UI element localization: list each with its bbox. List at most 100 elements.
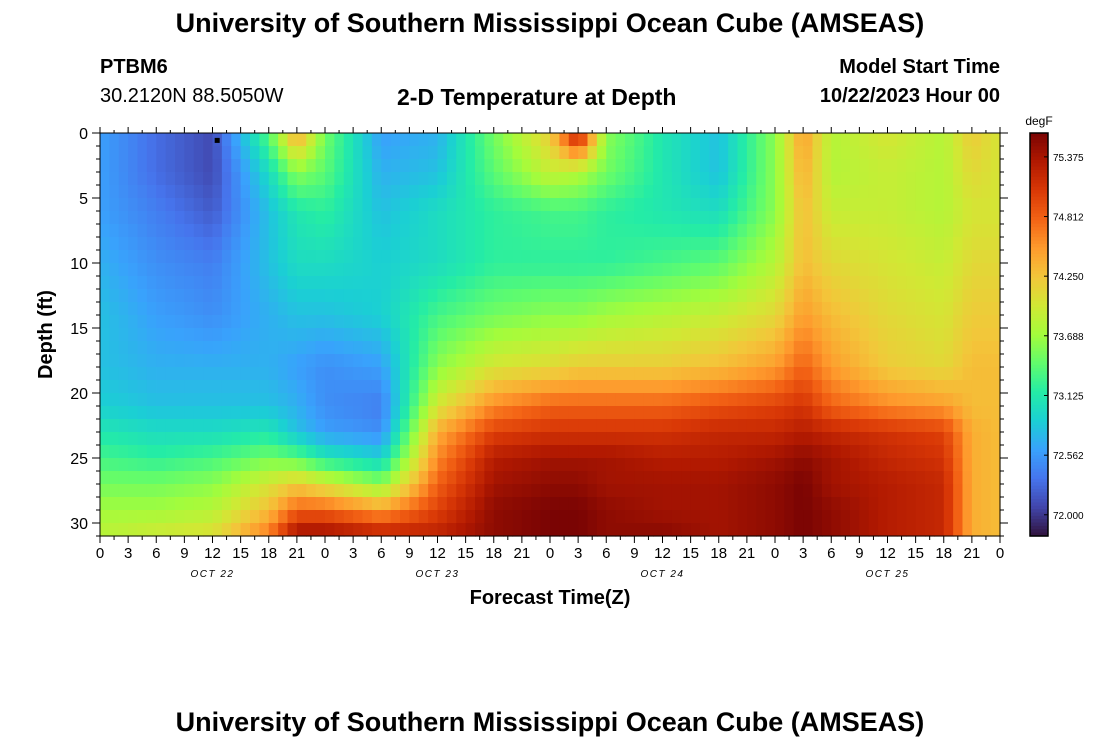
heatmap-cell (812, 497, 823, 511)
heatmap-cell (531, 367, 542, 381)
heatmap-cell (362, 302, 373, 316)
heatmap-cell (793, 172, 804, 186)
heatmap-cell (362, 445, 373, 459)
heatmap-cell (390, 146, 401, 160)
colorbar-segment (1030, 139, 1048, 144)
heatmap-cell (493, 146, 504, 160)
heatmap-cell (146, 367, 157, 381)
heatmap-cell (371, 133, 382, 147)
heatmap-cell (756, 458, 767, 472)
colorbar-segment (1030, 418, 1048, 423)
heatmap-cell (418, 419, 429, 433)
heatmap-cell (681, 289, 692, 303)
heatmap-cell (456, 276, 467, 290)
heatmap-cell (587, 419, 598, 433)
heatmap-cell (128, 497, 139, 511)
heatmap-cell (315, 393, 326, 407)
heatmap-cell (287, 523, 298, 537)
heatmap-cell (296, 471, 307, 485)
heatmap-cell (728, 510, 739, 524)
heatmap-cell (531, 341, 542, 355)
heatmap-cell (550, 159, 560, 173)
heatmap-cell (184, 510, 195, 524)
heatmap-cell (175, 315, 185, 329)
heatmap-cell (203, 276, 214, 290)
heatmap-cell (962, 484, 973, 498)
heatmap-cell (653, 198, 664, 212)
heatmap-cell (456, 263, 467, 277)
heatmap-cell (212, 419, 223, 433)
heatmap-cell (250, 198, 260, 212)
heatmap-cell (400, 159, 410, 173)
heatmap-cell (850, 263, 860, 277)
heatmap-cell (381, 146, 392, 160)
heatmap-cell (887, 133, 898, 147)
heatmap-cell (456, 458, 467, 472)
heatmap-cell (962, 367, 973, 381)
heatmap-cell (306, 471, 317, 485)
heatmap-cell (896, 159, 907, 173)
heatmap-cell (896, 328, 907, 342)
heatmap-cell (100, 341, 110, 355)
x-tick-label: 21 (289, 545, 306, 562)
heatmap-cell (156, 237, 167, 251)
heatmap-cell (428, 523, 439, 537)
heatmap-cell (615, 289, 626, 303)
heatmap-cell (475, 393, 485, 407)
colorbar-segment (1030, 394, 1048, 399)
heatmap-cell (100, 523, 110, 537)
heatmap-cell (690, 523, 701, 537)
heatmap-cell (531, 172, 542, 186)
x-tick-label: 12 (654, 545, 671, 562)
heatmap-cell (521, 198, 532, 212)
heatmap-cell (953, 354, 964, 368)
x-tick-label: 0 (771, 545, 779, 562)
heatmap-cell (559, 458, 570, 472)
heatmap-cell (568, 133, 579, 147)
heatmap-cell (746, 172, 757, 186)
heatmap-cell (793, 445, 804, 459)
heatmap-cell (418, 198, 429, 212)
heatmap-cell (137, 484, 148, 498)
heatmap-cell (606, 497, 617, 511)
x-tick-label: 18 (935, 545, 952, 562)
heatmap-cell (540, 367, 551, 381)
heatmap-cell (268, 328, 279, 342)
heatmap-cell (315, 289, 326, 303)
heatmap-cell (409, 341, 420, 355)
heatmap-cell (456, 159, 467, 173)
x-tick-label: 0 (546, 545, 554, 562)
heatmap-cell (615, 172, 626, 186)
colorbar-segment (1030, 482, 1048, 487)
x-tick-label: 0 (996, 545, 1004, 562)
heatmap-cell (493, 185, 504, 199)
heatmap-cell (128, 211, 139, 225)
heatmap-cell (381, 328, 392, 342)
heatmap-cell (109, 133, 120, 147)
heatmap-cell (784, 289, 795, 303)
heatmap-cell (803, 224, 814, 238)
heatmap-cell (915, 380, 926, 394)
heatmap-cell (896, 432, 907, 446)
heatmap-cell (212, 328, 223, 342)
heatmap-cell (784, 341, 795, 355)
heatmap-cell (184, 380, 195, 394)
heatmap-cell (175, 406, 185, 420)
heatmap-cell (981, 185, 992, 199)
heatmap-cell (203, 328, 214, 342)
heatmap-cell (325, 497, 335, 511)
heatmap-cell (709, 172, 720, 186)
heatmap-cell (690, 263, 701, 277)
heatmap-cell (953, 289, 964, 303)
heatmap-cell (634, 263, 645, 277)
heatmap-cell (343, 497, 354, 511)
heatmap-cell (203, 380, 214, 394)
heatmap-cell (521, 471, 532, 485)
heatmap-cell (240, 458, 251, 472)
heatmap-cell (850, 328, 860, 342)
x-tick-label: 12 (879, 545, 896, 562)
heatmap-cell (231, 458, 242, 472)
heatmap-cell (475, 315, 485, 329)
heatmap-cell (643, 224, 654, 238)
x-tick-label: 9 (180, 545, 188, 562)
